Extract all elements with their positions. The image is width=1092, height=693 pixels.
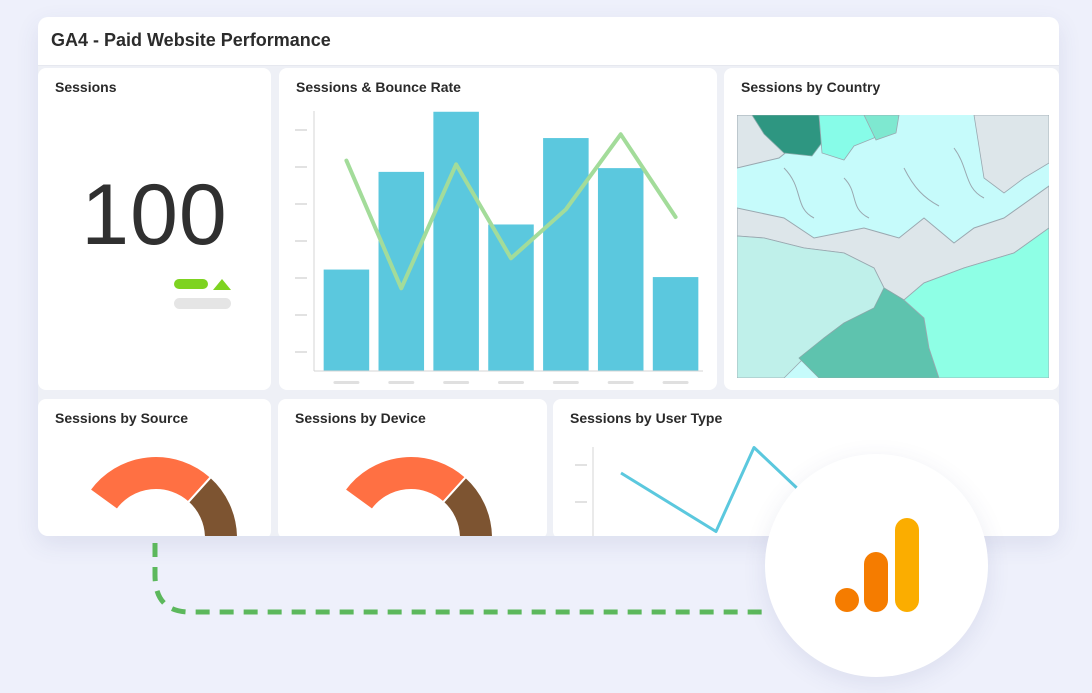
bar — [433, 111, 479, 371]
map-coastline — [783, 147, 985, 219]
x-tick-label — [607, 381, 634, 384]
card-title: Sessions by Device — [295, 410, 426, 426]
user-type-line-chart — [575, 446, 810, 536]
logo-bar-short — [864, 552, 888, 612]
x-tick-label — [498, 381, 524, 384]
bar — [543, 138, 589, 371]
dashboard-header: GA4 - Paid Website Performance — [38, 17, 1059, 66]
bar — [323, 269, 370, 371]
map-region-top-small — [863, 115, 900, 141]
analytics-logo-badge — [765, 454, 988, 677]
trend-bar — [174, 279, 208, 289]
bounce-rate-chart — [295, 111, 703, 384]
bar — [378, 171, 425, 371]
donut-slice — [343, 455, 468, 512]
x-tick-label — [443, 381, 470, 384]
bounce-rate-card[interactable]: Sessions & Bounce Rate — [279, 68, 717, 390]
donut-slice — [88, 455, 213, 512]
country-map — [737, 115, 1049, 378]
bar — [597, 168, 644, 371]
bar — [652, 277, 699, 371]
card-title: Sessions by Source — [55, 410, 189, 426]
x-tick-label — [552, 381, 579, 384]
connector-line — [152, 543, 768, 615]
x-tick-label — [388, 381, 415, 384]
up-triangle-icon — [213, 279, 231, 290]
donut-slice — [441, 475, 494, 536]
bounce-rate-line — [344, 132, 678, 291]
sessions-trend-indicator — [174, 279, 231, 309]
map-region-dark — [751, 115, 825, 157]
google-analytics-logo-icon — [835, 518, 919, 612]
card-title: Sessions by Country — [741, 79, 881, 95]
device-card[interactable]: Sessions by Device — [278, 399, 547, 536]
dashboard-title: GA4 - Paid Website Performance — [51, 30, 331, 50]
card-title: Sessions & Bounce Rate — [296, 79, 461, 95]
logo-bar-tall — [895, 518, 919, 612]
map-region-east-strip — [973, 115, 1049, 194]
trend-placeholder-bar — [174, 298, 231, 309]
x-tick-label — [662, 381, 689, 384]
x-tick-label — [333, 381, 360, 384]
map-region-southeast — [903, 227, 1049, 378]
source-card[interactable]: Sessions by Source — [38, 399, 271, 536]
user-type-line — [620, 446, 810, 533]
map-region-top — [818, 115, 885, 161]
device-donut-chart — [343, 455, 494, 536]
logo-dot — [835, 588, 859, 612]
sessions-value: 100 — [81, 167, 228, 263]
dashboard-panel: GA4 - Paid Website Performance Sessions … — [38, 17, 1059, 536]
source-donut-chart — [88, 455, 239, 536]
card-title: Sessions — [55, 79, 117, 95]
sessions-card[interactable]: Sessions 100 — [38, 68, 271, 390]
country-map-card[interactable]: Sessions by Country — [724, 68, 1059, 390]
donut-slice — [186, 475, 239, 536]
card-title: Sessions by User Type — [570, 410, 723, 426]
bar — [488, 224, 534, 371]
